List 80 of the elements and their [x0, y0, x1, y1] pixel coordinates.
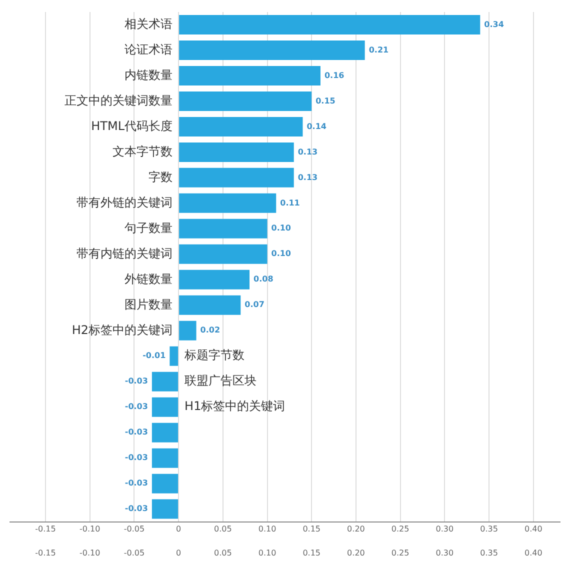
bar [152, 422, 178, 442]
x2-tick-label: 0.30 [436, 548, 454, 558]
y-tick-label: 字数 [148, 170, 173, 184]
data-label: 0.13 [298, 172, 318, 182]
x-tick-label: 0.35 [480, 524, 498, 534]
data-label: -0.03 [124, 504, 148, 514]
bar [179, 91, 312, 111]
bar [179, 320, 196, 340]
y-tick-label: HTML代码长度 [91, 118, 173, 133]
x-tick-label: -0.05 [124, 524, 145, 534]
y-tick-label: 相关术语 [124, 16, 173, 31]
x-tick-label: 0.20 [347, 524, 365, 534]
data-label: 0.15 [316, 96, 336, 106]
data-label: -0.03 [124, 402, 148, 412]
data-label: 0.08 [254, 274, 274, 284]
x2-tick-label: 0.10 [258, 548, 276, 558]
x2-tick-label: -0.15 [35, 548, 56, 558]
bar [170, 346, 178, 366]
x-tick-label: 0.40 [524, 524, 542, 534]
x2-tick-label: -0.10 [79, 548, 100, 558]
bar [179, 14, 480, 34]
y-tick-label: 论证术语 [124, 42, 173, 56]
x2-tick-label: 0.20 [347, 548, 365, 558]
bar [179, 193, 276, 213]
x2-tick-label: 0.35 [480, 548, 498, 558]
bar [179, 244, 268, 264]
y-tick-label: H2标签中的关键词 [72, 322, 173, 337]
data-label: 0.11 [280, 198, 300, 208]
bar [179, 270, 250, 290]
bar [152, 499, 178, 519]
x2-tick-label: 0.15 [302, 548, 321, 558]
bar [179, 142, 294, 162]
x2-tick-label: 0.25 [391, 548, 410, 558]
y-tick-label: 标题字节数 [184, 348, 245, 362]
data-label: -0.01 [142, 351, 166, 360]
data-label: 0.13 [298, 147, 318, 156]
data-label: 0.16 [324, 70, 345, 80]
x-tick-label: 0.10 [258, 524, 276, 534]
bar [179, 218, 268, 238]
bar [179, 116, 303, 136]
x-tick-label: 0.05 [214, 524, 232, 534]
x-tick-label: 0.15 [302, 524, 321, 534]
x-tick-label: -0.15 [35, 524, 56, 534]
y-tick-label: 带有内链的关键词 [76, 246, 173, 260]
bar [179, 66, 320, 86]
y-tick-label: 内链数量 [124, 68, 173, 82]
data-label: 0.10 [271, 249, 292, 258]
bar [179, 168, 294, 188]
bar [152, 372, 178, 392]
data-label: 0.07 [244, 300, 264, 310]
data-label: 0.34 [484, 20, 504, 29]
x-tick-label: 0.30 [436, 524, 454, 534]
y-tick-label: 外链数量 [124, 272, 173, 286]
x2-tick-label: -0.05 [124, 548, 145, 558]
y-tick-label: 联盟广告区块 [184, 374, 257, 388]
x2-tick-label: 0.05 [214, 548, 232, 558]
bar [179, 295, 241, 315]
y-tick-label: 句子数量 [124, 220, 173, 235]
data-label: -0.03 [124, 376, 148, 386]
data-label: -0.03 [124, 478, 148, 488]
y-tick-label: 图片数量 [124, 297, 173, 312]
x-tick-label: -0.10 [79, 524, 100, 534]
y-tick-label: 文本字节数 [112, 144, 173, 158]
y-tick-label: H1标签中的关键词 [184, 399, 286, 414]
bar [152, 448, 178, 468]
x-tick-label: 0.25 [391, 524, 410, 534]
y-tick-label: 正文中的关键词数量 [64, 93, 173, 108]
data-label: 0.02 [200, 326, 220, 335]
bar [152, 397, 178, 417]
x2-tick-label: 0.40 [524, 548, 542, 558]
data-label: -0.03 [124, 453, 148, 462]
x-tick-label: 0 [176, 524, 182, 534]
x2-tick-label: 0 [176, 548, 182, 558]
y-tick-label: 带有外链的关键词 [76, 195, 173, 210]
bar [152, 474, 178, 494]
data-label: 0.14 [306, 122, 327, 131]
data-label: -0.03 [124, 428, 148, 437]
bar [179, 40, 365, 60]
data-label: 0.10 [271, 224, 292, 233]
data-label: 0.21 [368, 45, 390, 54]
